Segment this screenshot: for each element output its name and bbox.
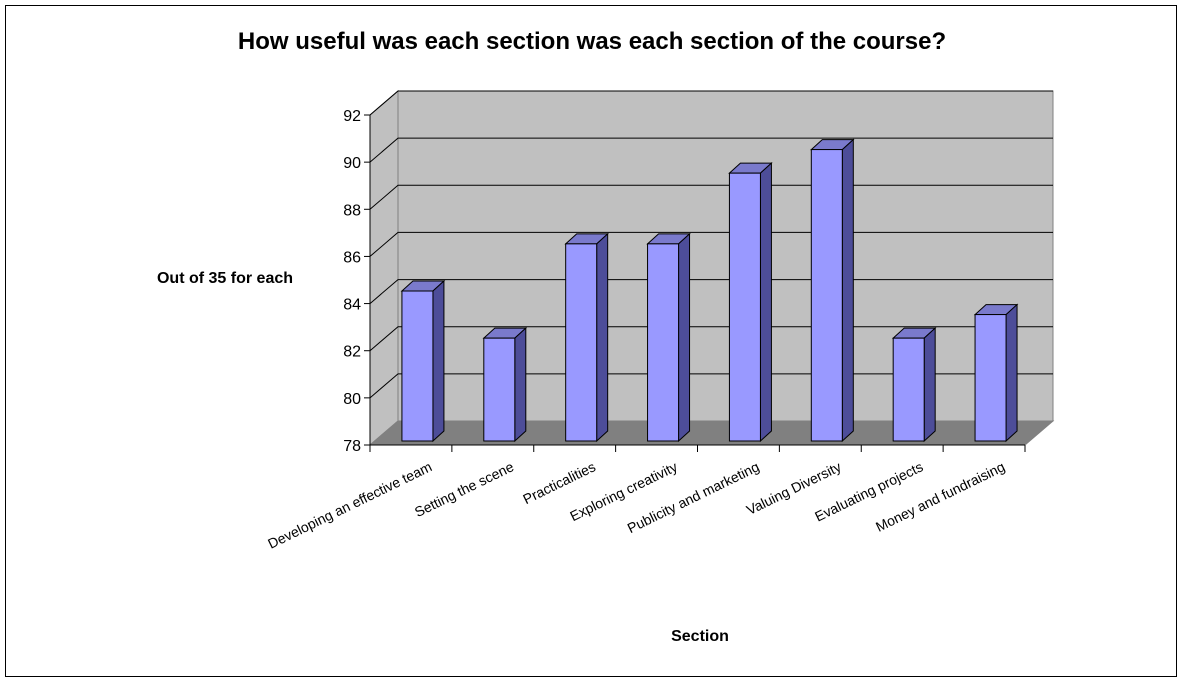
x-axis-title: Section	[671, 628, 729, 645]
gridline	[369, 90, 1053, 116]
gridline	[369, 137, 1053, 163]
bar	[728, 172, 761, 442]
y-tick-label: 90	[343, 155, 361, 172]
bar-side	[923, 327, 936, 443]
x-category-label: Developing an effective team	[265, 458, 434, 551]
bar-side	[1005, 303, 1018, 443]
bar	[810, 149, 843, 442]
y-tick-label: 88	[343, 202, 361, 219]
y-tick-label: 92	[343, 108, 361, 125]
y-tick-label: 84	[343, 297, 361, 314]
chart-title: How useful was each section was each sec…	[237, 28, 947, 55]
bar-side	[596, 232, 609, 443]
bar-side	[759, 162, 772, 443]
y-axis-title: Out of 35 for each	[156, 270, 294, 287]
side-wall	[369, 89, 399, 447]
y-tick-label: 80	[343, 391, 361, 408]
y-tick-label: 78	[343, 438, 361, 455]
bar	[565, 243, 598, 442]
bar	[401, 290, 434, 442]
bar-side	[514, 327, 527, 443]
bar-side	[432, 279, 445, 443]
bar	[892, 337, 925, 442]
bar-side	[678, 232, 691, 443]
y-tick-label: 82	[343, 344, 361, 361]
bar	[647, 243, 680, 442]
bar-side	[841, 138, 854, 443]
bar	[483, 337, 516, 442]
floor	[368, 420, 1055, 446]
y-tick-label: 86	[343, 249, 361, 266]
bar	[974, 314, 1007, 442]
x-category-label: Publicity and marketing	[625, 458, 762, 536]
